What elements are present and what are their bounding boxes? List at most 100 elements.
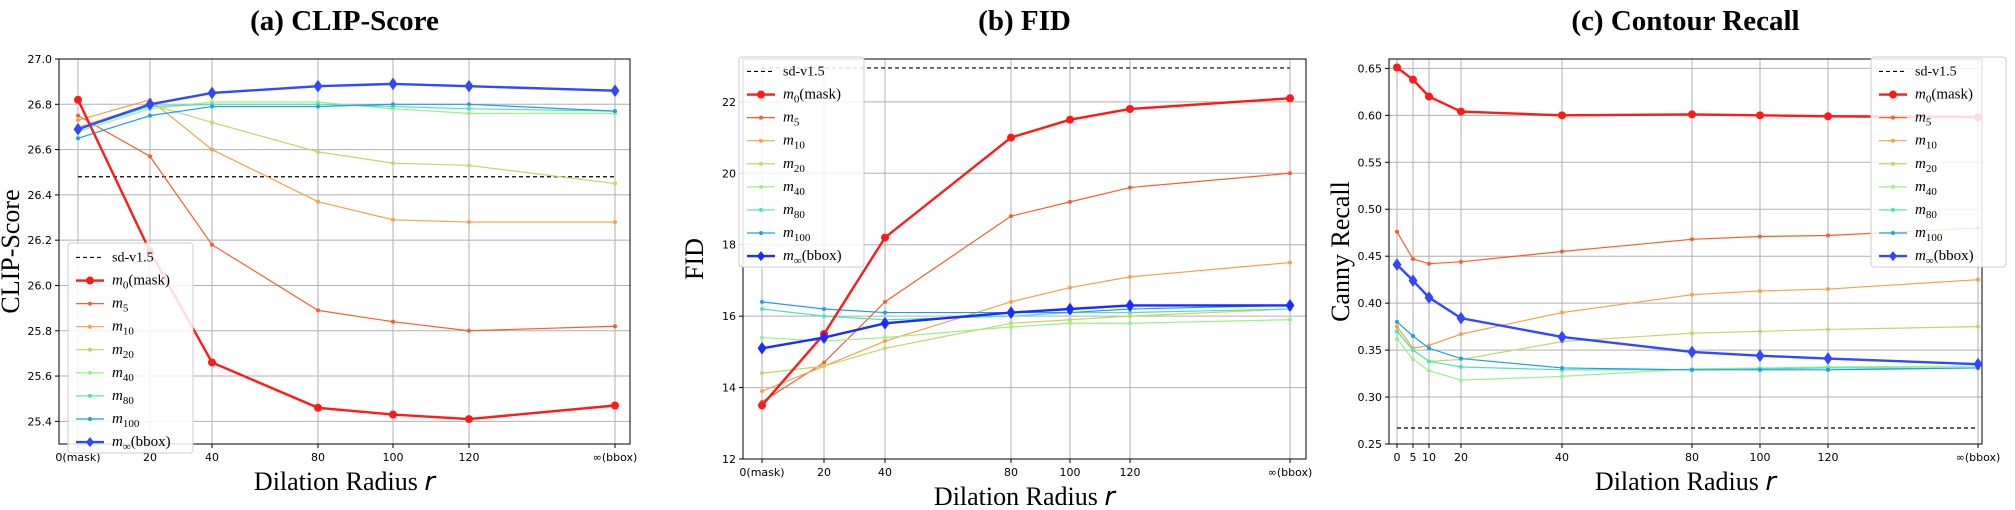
legend-label: m∞(bbox) bbox=[112, 434, 171, 453]
data-point bbox=[1690, 367, 1694, 372]
legend-marker bbox=[759, 115, 763, 120]
data-point bbox=[148, 154, 152, 159]
legend-label: m40 bbox=[1915, 179, 1937, 198]
legend-label: m80 bbox=[1915, 202, 1937, 221]
data-point bbox=[73, 122, 83, 136]
legend-marker bbox=[88, 370, 92, 375]
data-point bbox=[210, 104, 214, 109]
data-point bbox=[1560, 365, 1564, 370]
data-point bbox=[1424, 291, 1434, 304]
data-point bbox=[822, 360, 826, 365]
y-tick-label: 0.50 bbox=[1358, 203, 1383, 216]
data-point bbox=[760, 299, 764, 304]
x-tick-label: 10 bbox=[1422, 451, 1436, 464]
data-point bbox=[464, 79, 474, 93]
data-point bbox=[74, 95, 82, 104]
data-point bbox=[316, 104, 320, 109]
data-point bbox=[1973, 357, 1983, 371]
y-tick-label: 25.6 bbox=[28, 370, 53, 383]
x-tick-label: 120 bbox=[459, 451, 480, 464]
data-point bbox=[1425, 92, 1433, 101]
legend-marker bbox=[88, 393, 92, 398]
series-m40 bbox=[1395, 336, 1980, 383]
data-point bbox=[1395, 319, 1399, 324]
legend-label: m100 bbox=[783, 225, 811, 244]
data-point bbox=[1427, 368, 1431, 373]
data-point bbox=[391, 319, 395, 324]
legend: sd-v1.5 m0(mask) m5 m10 m20 m40 m80 m100 m∞(bbox… bbox=[67, 242, 194, 454]
data-point bbox=[1128, 310, 1132, 315]
legend-marker bbox=[757, 90, 765, 99]
data-point bbox=[1459, 365, 1463, 369]
legend-label: m0(mask) bbox=[783, 87, 841, 106]
data-point bbox=[1560, 374, 1564, 379]
legend-marker bbox=[759, 207, 763, 212]
x-axis-label: Dilation Radius r bbox=[254, 467, 437, 497]
data-point bbox=[208, 358, 216, 367]
x-tick-label: 40 bbox=[1555, 451, 1569, 464]
data-point bbox=[1408, 274, 1418, 287]
y-axis-label: FID bbox=[680, 238, 709, 280]
y-axis-label: CLIP-Score bbox=[0, 189, 25, 313]
data-point bbox=[1288, 171, 1292, 176]
series-line bbox=[1396, 338, 1979, 381]
x-tick-label: 40 bbox=[878, 466, 892, 479]
data-point bbox=[388, 77, 398, 91]
legend-label: m0(mask) bbox=[1915, 87, 1973, 106]
data-point bbox=[1427, 343, 1431, 348]
data-point bbox=[1009, 299, 1013, 304]
data-point bbox=[1068, 285, 1072, 290]
data-point bbox=[1411, 357, 1415, 362]
data-point bbox=[467, 106, 471, 111]
legend-box bbox=[67, 242, 194, 454]
data-point bbox=[467, 163, 471, 168]
series-m20 bbox=[1395, 324, 1980, 364]
legend-label: m0(mask) bbox=[112, 273, 170, 292]
legend-label: m20 bbox=[1915, 156, 1937, 175]
x-tick-label: 20 bbox=[817, 466, 831, 479]
data-point bbox=[1409, 75, 1417, 84]
data-point bbox=[210, 120, 214, 125]
legend-label: m10 bbox=[783, 133, 805, 152]
x-tick-label: 100 bbox=[383, 451, 404, 464]
data-point bbox=[1126, 105, 1134, 113]
legend-marker bbox=[759, 138, 763, 143]
data-point bbox=[1756, 111, 1764, 120]
data-point bbox=[1128, 321, 1132, 326]
data-point bbox=[1755, 349, 1765, 363]
data-point bbox=[1824, 112, 1832, 121]
series-line bbox=[77, 99, 615, 223]
y-tick-label: 22 bbox=[722, 96, 736, 109]
legend-label: m5 bbox=[112, 296, 129, 315]
data-point bbox=[1066, 115, 1074, 124]
data-point bbox=[613, 324, 617, 329]
y-tick-label: 0.30 bbox=[1358, 391, 1383, 404]
x-tick-label: 20 bbox=[1454, 451, 1468, 464]
x-axis-label: Dilation Radius r bbox=[1595, 467, 1778, 497]
y-tick-label: 18 bbox=[722, 239, 736, 252]
legend: sd-v1.5 m0(mask) m5 m10 m20 m40 m80 m100 m∞(bbox… bbox=[738, 56, 865, 268]
legend-label: sd-v1.5 bbox=[1915, 64, 1957, 79]
chart-panel-1: (a) CLIP-Score 25.4 25.6 25.8 26.0 26.2 26.4 26… bbox=[0, 5, 637, 497]
data-point bbox=[1411, 348, 1415, 353]
series-line bbox=[77, 103, 616, 185]
data-point bbox=[314, 403, 322, 412]
series-m∞(bbox) bbox=[73, 77, 620, 136]
data-point bbox=[883, 299, 887, 304]
legend-marker bbox=[1889, 251, 1897, 262]
data-point bbox=[881, 233, 889, 242]
series-m10 bbox=[760, 260, 1292, 394]
data-point bbox=[883, 339, 887, 344]
data-point bbox=[1456, 311, 1466, 325]
series-m5 bbox=[76, 113, 617, 333]
data-point bbox=[1690, 331, 1694, 336]
y-tick-label: 0.35 bbox=[1358, 344, 1383, 357]
y-tick-label: 26.8 bbox=[28, 98, 53, 111]
legend-label: m40 bbox=[783, 179, 805, 198]
series-line bbox=[761, 261, 1291, 392]
data-point bbox=[1125, 299, 1135, 312]
data-point bbox=[210, 147, 214, 152]
data-point bbox=[1457, 107, 1465, 116]
x-tick-label: ∞(bbox) bbox=[1956, 451, 2001, 464]
data-point bbox=[210, 242, 214, 247]
